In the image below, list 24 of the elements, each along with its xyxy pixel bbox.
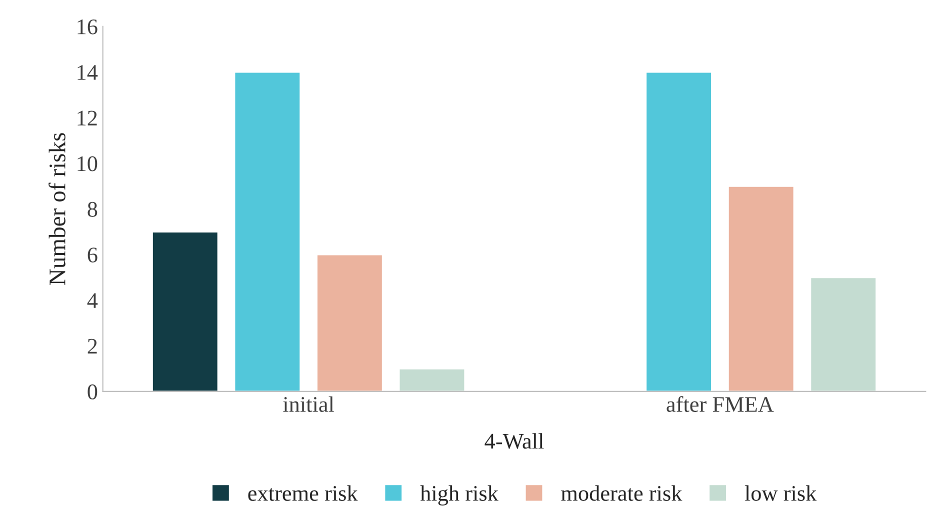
y-axis-title: Number of risks [48,133,66,285]
bar [727,185,795,392]
bar [810,276,877,392]
bar [234,71,302,392]
y-tick-label: 14 [78,65,98,80]
y-tick-label: 12 [78,110,97,126]
y-tick-label: 10 [78,156,98,172]
y-tick-label: 8 [88,202,98,217]
x-axis-title: 4-Wall [484,433,544,449]
bar [316,254,384,392]
x-tick-label: after FMEA [666,396,774,412]
x-tick-label: initial [283,396,334,412]
legend-label: extreme risk [248,485,358,501]
y-tick-label: 0 [88,384,98,400]
bar [398,368,466,392]
legend-label: moderate risk [561,485,682,501]
legend-label: low risk [744,485,817,501]
bar [645,71,712,392]
legend-label: high risk [420,485,498,506]
bar [152,231,219,392]
y-tick-label: 6 [88,248,98,263]
y-tick-label: 4 [87,293,98,308]
y-tick-label: 16 [78,19,98,34]
y-tick-label: 2 [88,338,97,354]
